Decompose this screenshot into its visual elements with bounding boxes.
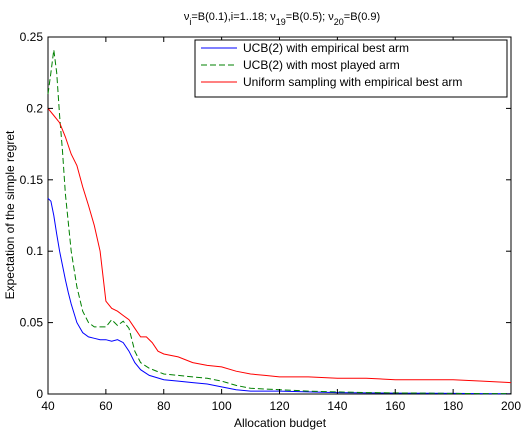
chart-title: νi=B(0.1),i=1..18; ν19=B(0.5); ν20=B(0.9… (184, 11, 380, 27)
series-line-2 (47, 108, 512, 384)
x-tick-label: 140 (327, 399, 347, 413)
series-layer (47, 49, 512, 395)
x-tick-label: 200 (501, 399, 521, 413)
legend-label: UCB(2) with empirical best arm (243, 41, 409, 55)
y-tick-label: 0.05 (20, 316, 44, 330)
ticks-layer: 40 60 80 100 120 140 160 180 200 0 0.05 0.1 0.15 0.2 0… (20, 30, 522, 413)
legend-box (194, 39, 508, 98)
y-axis-label: Expectation of the simple regret (3, 130, 17, 299)
title-part: =B(0.5); ν (286, 11, 334, 23)
title-part: 19 (276, 17, 286, 27)
legend: UCB(2) with empirical best arm UCB(2) wit… (194, 39, 508, 98)
series-line-1 (47, 49, 512, 395)
x-tick-label: 60 (99, 399, 113, 413)
x-tick-label: 100 (212, 399, 232, 413)
y-tick-label: 0.15 (20, 173, 44, 187)
y-tick-label: 0.2 (26, 101, 43, 115)
legend-label: UCB(2) with most played arm (243, 58, 400, 72)
x-tick-label: 180 (443, 399, 463, 413)
x-tick-label: 160 (385, 399, 405, 413)
y-tick-label: 0.25 (20, 30, 44, 44)
y-tick-label: 0.1 (26, 244, 43, 258)
series-line-0 (47, 198, 512, 395)
x-axis-label: Allocation budget (234, 416, 327, 430)
x-tick-label: 80 (157, 399, 171, 413)
title-part: i (189, 17, 191, 27)
x-tick-label: 120 (269, 399, 289, 413)
legend-label: Uniform sampling with empirical best arm (243, 75, 462, 89)
x-tick-label: 40 (41, 399, 55, 413)
title-part: ν (184, 11, 190, 23)
title-part: 20 (334, 17, 344, 27)
title-part: =B(0.9) (344, 11, 380, 23)
y-tick-label: 0 (36, 387, 43, 401)
title-part: =B(0.1),i=1..18; ν (191, 11, 276, 23)
